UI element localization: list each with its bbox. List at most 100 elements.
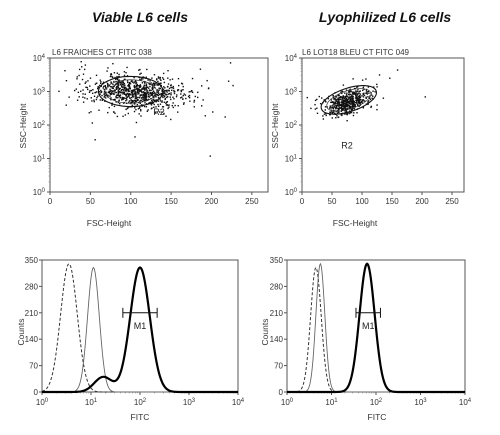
scatter-lyophilized-event (348, 96, 350, 98)
scatter-viable-event (144, 96, 146, 98)
scatter-viable-event (189, 100, 191, 102)
scatter-viable-event (154, 92, 156, 95)
scatter-viable-event (100, 81, 102, 83)
scatter-lyophilized-event (345, 102, 347, 105)
scatter-viable-event (149, 85, 151, 88)
scatter-lyophilized-event (345, 94, 348, 96)
scatter-lyophilized-event (336, 112, 339, 114)
scatter-viable-event (180, 93, 182, 95)
scatter-lyophilized-event (332, 106, 334, 109)
scatter-lyophilized-xtick-label: 150 (385, 197, 399, 206)
scatter-lyophilized-event (344, 102, 346, 105)
scatter-viable-event (117, 89, 120, 91)
scatter-viable-event (140, 89, 142, 92)
scatter-viable-event (109, 93, 112, 96)
scatter-viable-event (166, 96, 168, 99)
scatter-viable-event (126, 89, 128, 91)
scatter-viable-event (153, 106, 155, 109)
scatter-viable-event (180, 82, 183, 85)
scatter-viable-event (129, 88, 131, 90)
hist-lyophilized-ytick-label: 280 (270, 282, 284, 291)
scatter-lyophilized-event (369, 98, 372, 101)
scatter-viable-event (113, 111, 115, 113)
scatter-lyophilized-event (357, 93, 359, 95)
scatter-lyophilized-event (346, 105, 348, 107)
scatter-viable-event (82, 93, 84, 95)
scatter-viable-event (163, 95, 166, 97)
scatter-viable-event (145, 103, 148, 105)
scatter-lyophilized-event (368, 97, 371, 100)
scatter-viable-event (224, 116, 226, 118)
scatter-lyophilized-event (335, 106, 338, 108)
scatter-viable-event (111, 90, 113, 92)
scatter-lyophilized-event (362, 93, 364, 95)
scatter-lyophilized-event (346, 101, 348, 103)
scatter-lyophilized-event (344, 106, 346, 109)
scatter-viable-event (112, 90, 115, 92)
scatter-viable-event (135, 121, 138, 124)
scatter-viable-xtick-label: 0 (48, 197, 53, 206)
scatter-lyophilized-event (362, 96, 365, 98)
scatter-viable-event (89, 77, 92, 79)
scatter-viable-event (128, 85, 131, 87)
scatter-viable-event (146, 91, 148, 93)
scatter-viable-event (139, 102, 141, 105)
scatter-lyophilized-event (342, 96, 345, 98)
scatter-lyophilized-event (359, 95, 361, 98)
scatter-viable-event (104, 97, 107, 99)
scatter-viable-event (91, 122, 94, 124)
scatter-viable-event (135, 84, 138, 87)
scatter-viable-event (95, 98, 98, 101)
scatter-viable-event (165, 102, 167, 105)
scatter-viable-event (109, 90, 111, 93)
scatter-viable-events (58, 61, 234, 157)
scatter-viable-event (179, 97, 182, 99)
hist-xlabel-lyophilized: FITC (368, 412, 387, 422)
scatter-viable-event (133, 93, 136, 95)
scatter-viable-event (151, 92, 153, 94)
scatter-viable-event (135, 108, 137, 111)
scatter-lyophilized-event (322, 118, 325, 120)
scatter-viable-event (136, 85, 138, 88)
scatter-viable-event (133, 76, 135, 79)
scatter-viable-event (88, 112, 90, 114)
scatter-lyophilized-event (323, 99, 325, 101)
scatter-viable-event (73, 89, 76, 92)
scatter-viable-event (143, 99, 145, 101)
scatter-viable-event (132, 89, 135, 91)
scatter-lyophilized-event (370, 105, 373, 108)
scatter-viable-event (144, 89, 146, 91)
scatter-viable-event (156, 84, 159, 86)
scatter-lyophilized-event (337, 102, 339, 104)
scatter-viable-event (118, 75, 120, 78)
scatter-viable-event (134, 99, 137, 102)
scatter-viable-event (103, 92, 106, 94)
scatter-lyophilized-event (325, 101, 327, 103)
scatter-viable-event (121, 98, 123, 100)
scatter-lyophilized-event (370, 106, 372, 109)
scatter-viable-event (177, 77, 180, 80)
scatter-lyophilized-event (325, 113, 327, 115)
scatter-viable-event (157, 76, 160, 78)
scatter-viable-event (129, 83, 132, 85)
scatter-viable-event (172, 102, 174, 104)
scatter-lyophilized-event (347, 100, 349, 102)
scatter-viable-event (181, 83, 184, 85)
scatter-lyophilized-event (358, 90, 360, 93)
scatter-viable-event (78, 74, 80, 77)
scatter-lyophilized-event (346, 98, 348, 100)
scatter-viable-event (136, 83, 138, 86)
scatter-lyophilized-event (342, 98, 344, 101)
scatter-viable-event (172, 106, 175, 109)
scatter-lyophilized-event (345, 89, 348, 91)
scatter-viable-event (146, 110, 149, 112)
scatter-viable-event (119, 87, 121, 90)
scatter-lyophilized-event (365, 90, 368, 92)
scatter-lyophilized-event (345, 95, 347, 98)
scatter-viable-event (77, 91, 80, 94)
scatter-viable-event (170, 118, 172, 121)
scatter-viable-event (146, 68, 148, 71)
scatter-lyophilized-event (336, 107, 338, 109)
scatter-viable-event (142, 86, 144, 89)
scatter-viable-event (58, 90, 60, 93)
